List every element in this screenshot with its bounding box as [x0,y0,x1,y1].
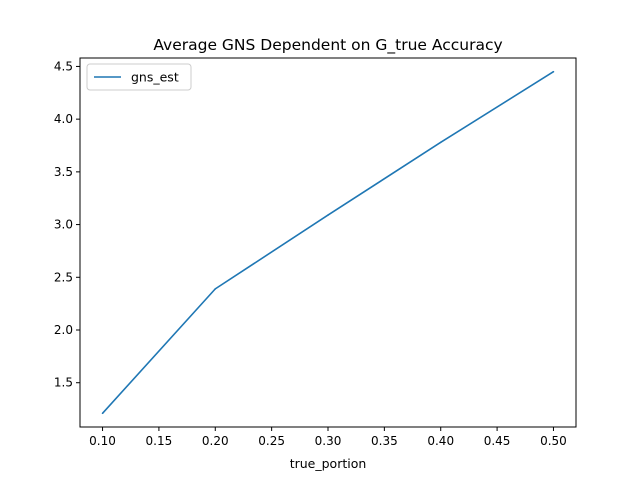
legend-label: gns_est [131,70,179,85]
chart-title: Average GNS Dependent on G_true Accuracy [153,36,502,55]
x-tick-label: 0.20 [202,434,229,448]
data-point [552,70,555,73]
x-tick-label: 0.10 [89,434,116,448]
x-axis-label: true_portion [290,456,367,471]
y-tick-label: 2.5 [54,270,73,284]
axes-frame [79,57,577,428]
data-point [439,141,442,144]
x-tick-label: 0.30 [315,434,342,448]
data-point [327,214,329,216]
x-tick-label: 0.50 [540,434,567,448]
y-tick-label: 4.5 [54,59,73,73]
y-tick-label: 2.0 [54,323,73,337]
y-tick-label: 3.5 [54,165,73,179]
x-tick-label: 0.40 [427,434,454,448]
y-tick-label: 4.0 [54,112,73,126]
y-tick-label: 3.0 [54,218,73,232]
data-point [101,412,104,415]
x-axis-ticks: 0.10 0.15 0.20 0.25 0.30 0.35 0.40 0.45 0.50 [89,427,567,448]
y-axis-ticks: 1.5 2.0 2.5 3.0 3.5 4.0 4.5 [54,59,80,390]
data-point [214,288,217,290]
legend-box [86,63,192,91]
legend: gns_est [86,63,192,91]
x-tick-label: 0.35 [371,434,398,448]
x-tick-label: 0.25 [258,434,285,448]
series-layer [101,70,555,415]
x-tick-label: 0.45 [484,434,511,448]
y-tick-label: 1.5 [54,376,73,390]
x-tick-label: 0.15 [146,434,173,448]
